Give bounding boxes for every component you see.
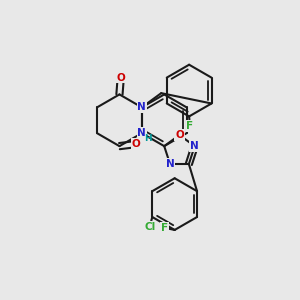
Text: F: F xyxy=(161,223,168,233)
Text: N: N xyxy=(137,128,146,138)
Text: N: N xyxy=(137,102,146,112)
Text: O: O xyxy=(116,73,125,82)
Text: N: N xyxy=(190,141,199,151)
Text: O: O xyxy=(132,139,141,149)
Text: Cl: Cl xyxy=(144,222,155,232)
Text: O: O xyxy=(175,130,184,140)
Text: F: F xyxy=(186,121,194,131)
Text: N: N xyxy=(166,159,174,169)
Text: H: H xyxy=(145,134,152,143)
